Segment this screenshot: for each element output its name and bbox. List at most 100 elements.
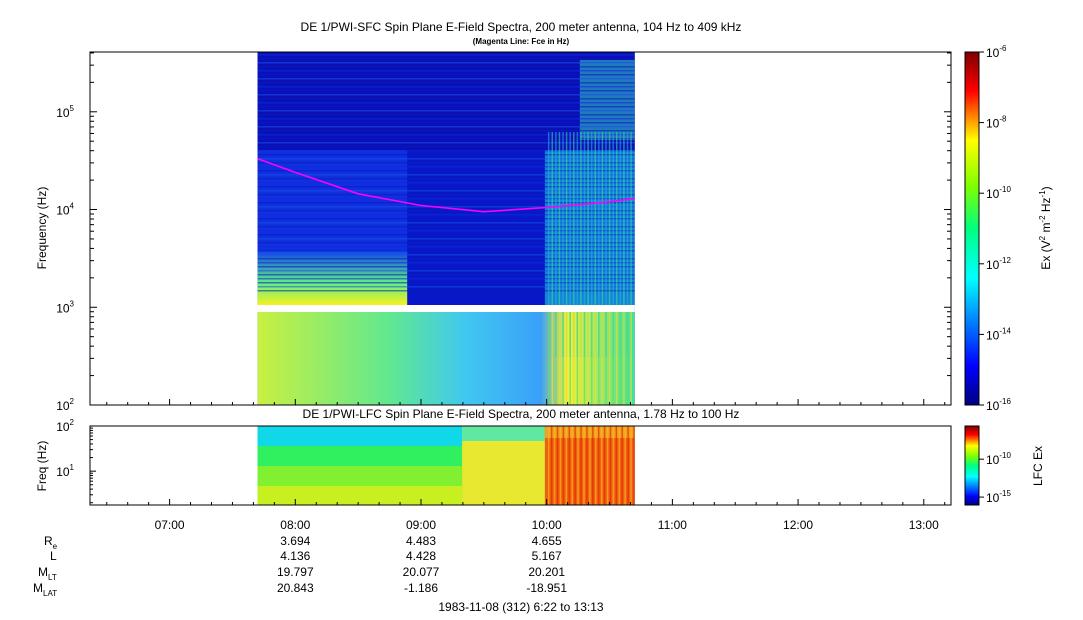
sfc-receiver-gap [257,305,635,312]
sfc-texture-burst [555,132,557,357]
footer-time-range: 1983-11-08 (312) 6:22 to 13:13 [438,600,604,614]
sfc-texture-streak [257,202,635,204]
sfc-texture-streak [257,234,635,236]
sfc-texture-burst [562,132,564,357]
lfc-texture-burst [633,426,635,505]
x-tick-label: 07:00 [155,518,185,532]
lfc-texture-burst [547,426,550,505]
lfc-texture-burst [603,426,606,505]
ephem-label-l: L [50,549,57,563]
sfc-texture-streak [257,138,635,140]
sfc-texture-burst-low [605,312,607,405]
ephem-value-re: 4.655 [532,534,562,548]
sfc-texture-streak [257,210,635,212]
sfc-colorbar-tick-label: 10-14 [986,326,1011,342]
sfc-spectrogram-image [257,52,635,405]
sfc-texture-burst-low [551,312,554,405]
sfc-texture-streak [257,238,635,240]
ephem-label-mlt: MLT [38,565,57,582]
lfc-y-label: Freq (Hz) [35,441,49,492]
sfc-texture-streak [257,118,635,120]
x-tick-label: 11:00 [658,518,687,532]
lfc-texture-burst [624,426,626,505]
sfc-texture-streak [257,198,635,200]
sfc-texture-streak [257,214,635,216]
x-tick-label: 09:00 [406,518,436,532]
sfc-texture-streak [257,162,635,164]
sfc-texture-streak [257,54,635,56]
sfc-colorbar-tick-label: 10-16 [986,397,1011,413]
lfc-texture-burst [597,426,600,505]
lfc-texture-burst [621,426,623,505]
sfc-texture-streak [257,194,635,196]
ephem-value-l: 4.136 [280,549,310,563]
sfc-texture-burst-low [616,312,618,405]
sfc-texture-streak [257,286,635,288]
sfc-texture-burst [573,132,575,357]
sfc-texture-streak [257,274,635,276]
sfc-texture-streak [257,122,635,124]
ephem-value-re: 4.483 [406,534,436,548]
lfc-y-tick-label: 102 [56,418,74,434]
lfc-colorbar-tick-label: 10-15 [986,489,1011,505]
sfc-texture-burst-low [573,312,575,405]
lfc-texture-burst [580,426,582,505]
lfc-texture-burst [600,426,603,505]
sfc-texture-streak [257,98,635,100]
sfc-texture-streak [257,62,635,64]
sfc-texture-streak [257,226,635,228]
sfc-texture-burst [547,132,550,357]
lfc-texture-burst [586,426,588,505]
lfc-title: DE 1/PWI-LFC Spin Plane E-Field Spectra,… [303,407,740,421]
sfc-title: DE 1/PWI-SFC Spin Plane E-Field Spectra,… [301,20,742,34]
sfc-texture-burst [626,132,629,357]
lfc-texture-burst [612,426,615,505]
sfc-texture-streak [257,154,635,156]
sfc-texture-burst [612,132,614,357]
sfc-texture-burst [619,132,622,357]
sfc-colorbar: 10-6 10-8 10-10 10-12 10-14 10-16 Ex (V2 m-2 … [964,44,1053,413]
ephem-value-mlat: -18.951 [526,581,567,595]
sfc-y-tick-label: 103 [56,299,74,315]
sfc-texture-streak [257,58,635,60]
sfc-texture-burst [580,132,582,357]
sfc-texture-burst [558,132,561,357]
sfc-texture-burst [601,132,604,357]
sfc-texture-streak [257,150,635,152]
lfc-colorbar-label: LFC Ex [1031,446,1045,486]
sfc-texture-burst [583,132,586,357]
x-tick-label: 13:00 [909,518,939,532]
lfc-texture-burst [609,426,612,505]
sfc-texture-burst-low [619,312,622,405]
lfc-texture-burst [568,426,571,505]
sfc-texture-streak [257,102,635,104]
sfc-texture-streak [257,186,635,188]
sfc-texture-burst [594,132,597,357]
sfc-texture-burst [623,132,625,357]
lfc-texture-burst [577,426,579,505]
sfc-texture-streak [257,126,635,128]
sfc-y-tick-label: 105 [56,104,74,120]
lfc-colorbar-tick-label: 10-10 [986,451,1011,467]
sfc-texture-streak [257,86,635,88]
sfc-texture-streak [257,82,635,84]
sfc-texture-burst-low [555,312,557,405]
lfc-y-tick-label: 101 [56,463,74,479]
sfc-texture-streak [257,270,635,272]
sfc-subtitle: (Magenta Line: Fce in Hz) [473,37,570,46]
sfc-texture-burst-low [580,312,582,405]
lfc-texture-burst [627,426,629,505]
sfc-texture-burst-low [630,312,632,405]
sfc-texture-burst-low [558,312,561,405]
sfc-texture-burst [569,132,571,357]
sfc-texture-streak [257,190,635,192]
sfc-texture-burst-low [594,312,597,405]
sfc-texture-streak [257,246,635,248]
lfc-x-axis: 07:00 08:00 09:00 10:00 11:00 12:00 13:00 [106,499,946,532]
ephem-value-mlt: 19.797 [277,565,314,579]
x-tick-label: 12:00 [783,518,813,532]
sfc-texture-streak [257,242,635,244]
lfc-texture-burst [595,426,597,505]
sfc-texture-streak [257,142,635,144]
sfc-texture-burst-low [569,312,571,405]
